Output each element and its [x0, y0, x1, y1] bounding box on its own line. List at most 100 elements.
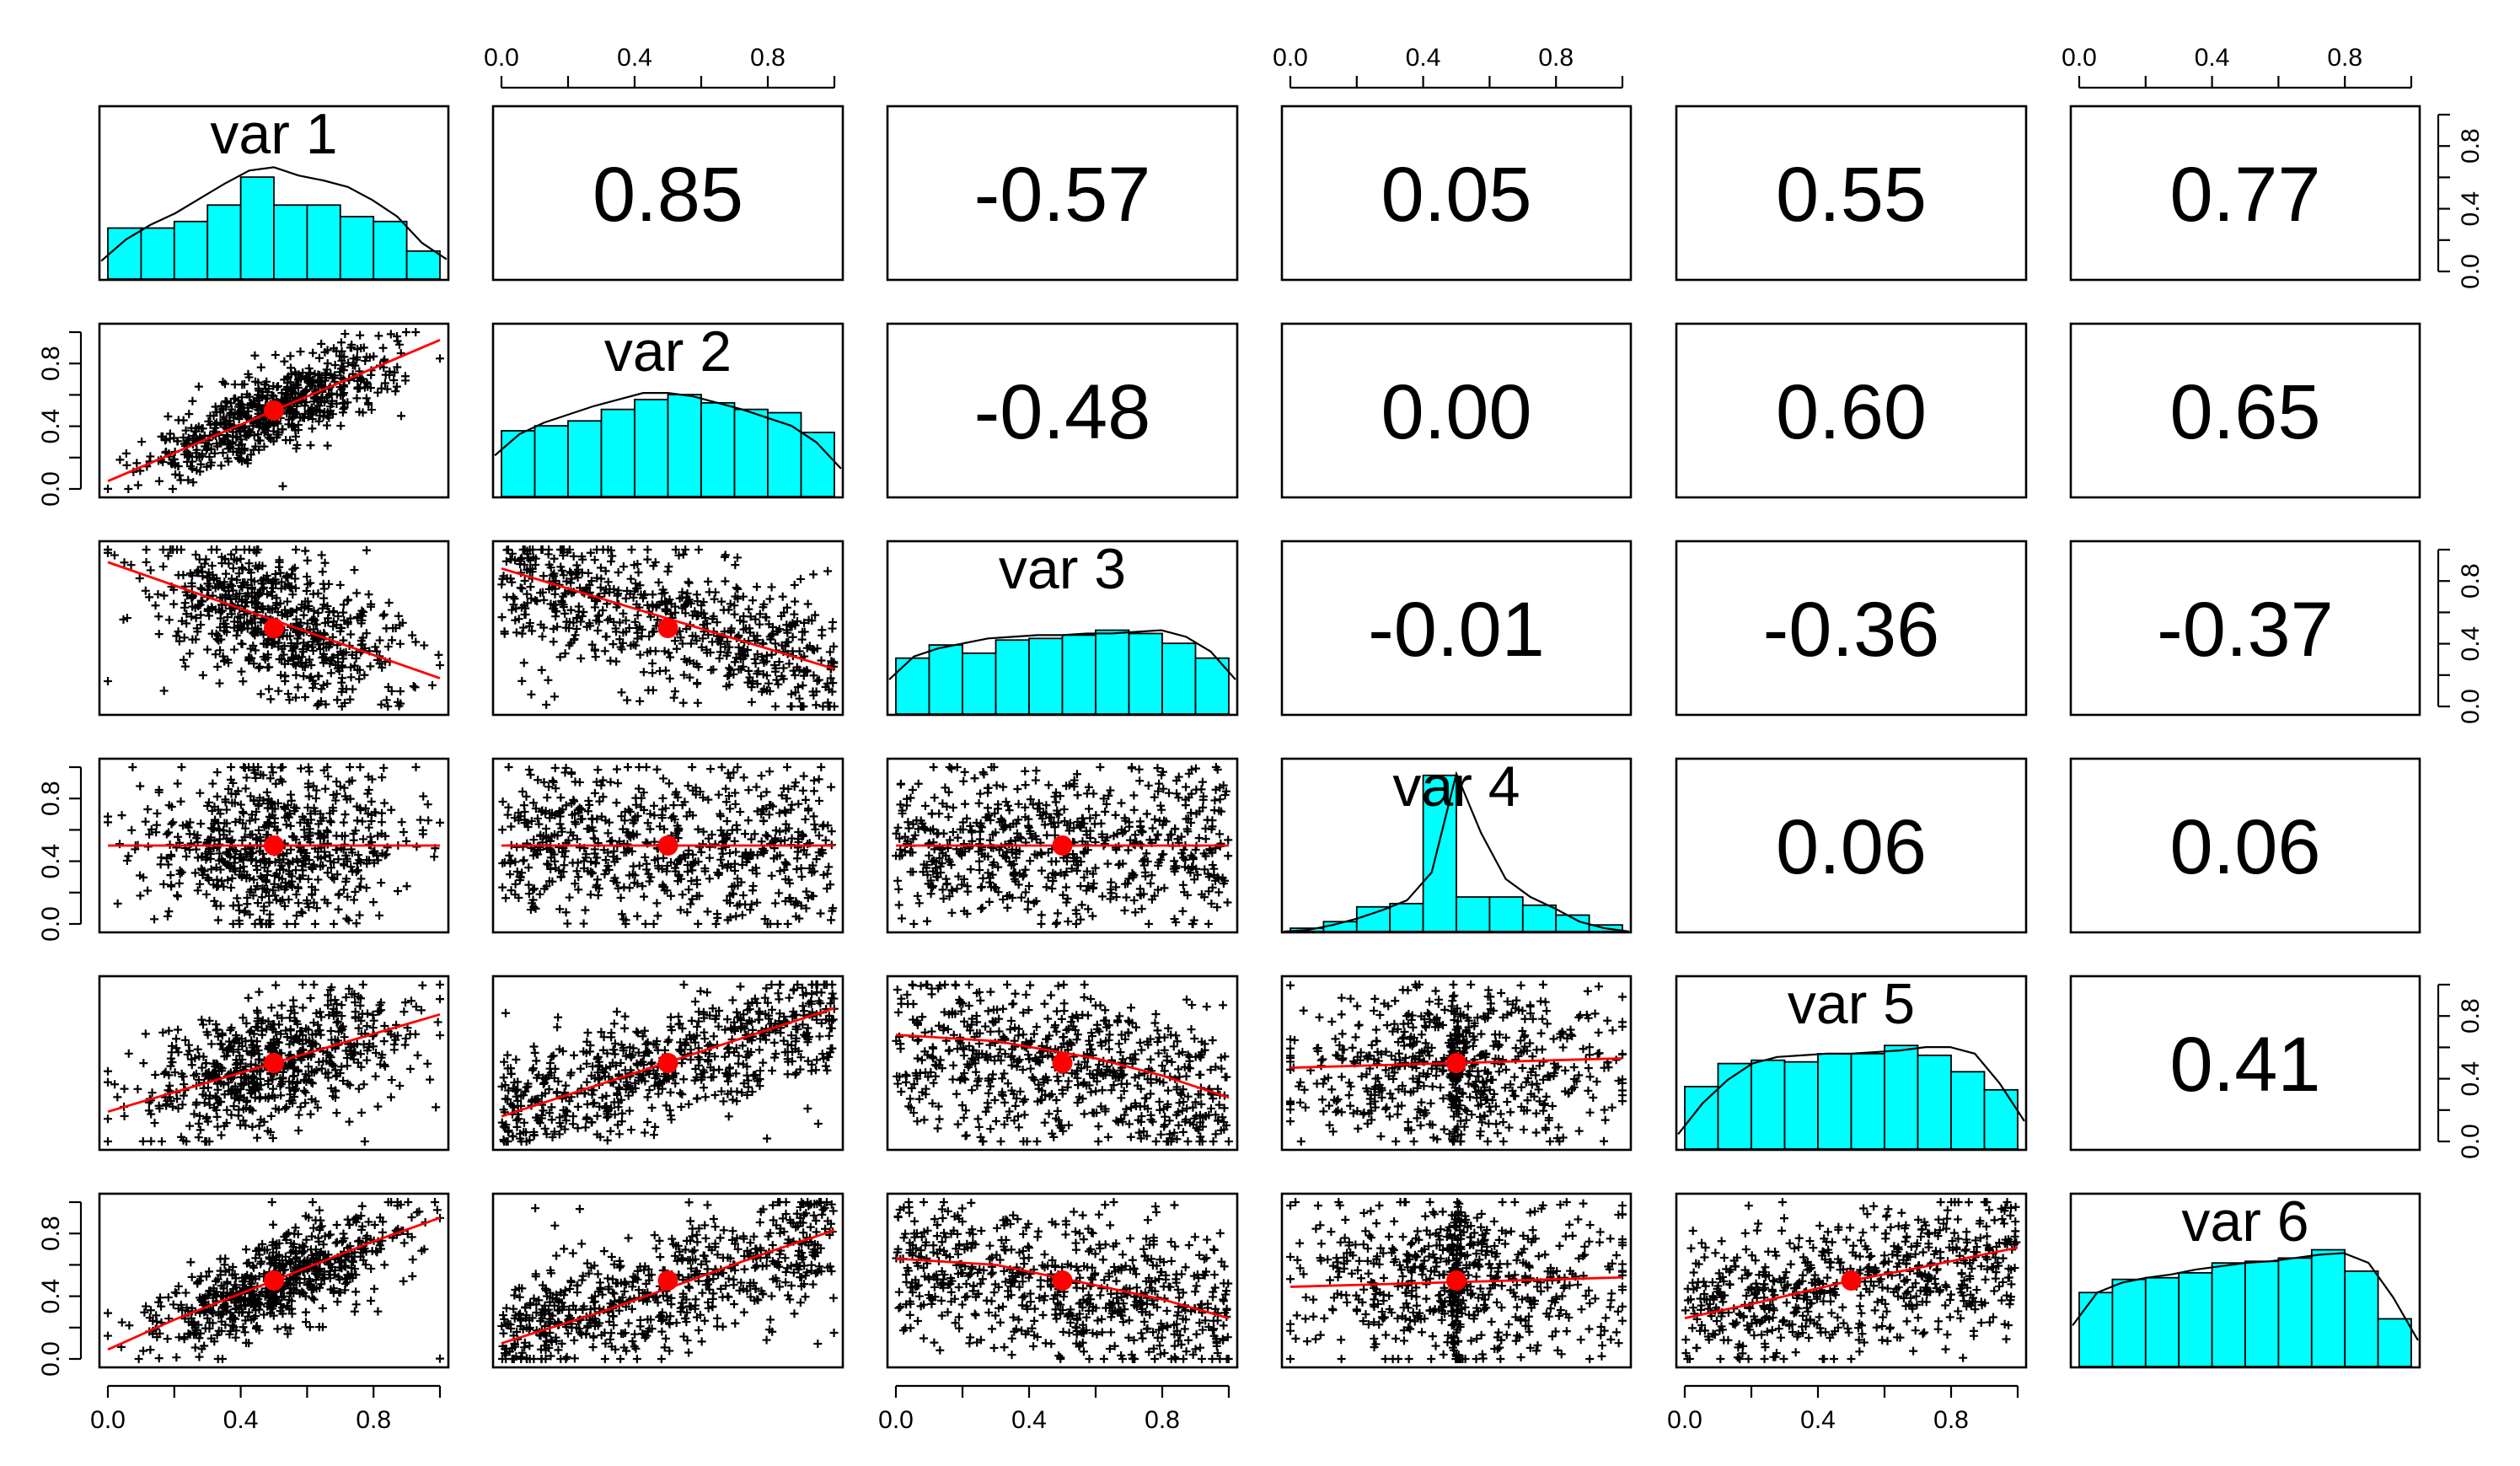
histogram-bar: [1028, 637, 1064, 715]
variable-label: var 1: [210, 102, 337, 166]
histogram-bar: [1488, 896, 1524, 932]
histogram-bar: [1456, 896, 1491, 932]
scatter-point: [240, 578, 249, 588]
scatter-point: [172, 631, 181, 641]
scatter-point: [270, 421, 279, 430]
scatter-point: [287, 570, 297, 579]
scatter-point: [289, 412, 298, 422]
scatter-point: [236, 435, 245, 444]
scatter-point: [314, 672, 324, 681]
scatter-point: [282, 373, 292, 383]
scatter-point: [229, 645, 239, 654]
histogram-bar: [339, 215, 375, 280]
scatter-point: [346, 663, 356, 672]
scatter-point: [320, 407, 330, 416]
scatter-point: [357, 376, 366, 385]
scatter-point: [282, 597, 292, 606]
scatter-point: [185, 449, 194, 459]
scatter-point: [223, 444, 233, 454]
scatter-point: [241, 431, 250, 440]
scatter-point: [232, 432, 241, 442]
scatter-point: [249, 577, 259, 586]
mean-point: [264, 835, 284, 856]
panel-frame: [491, 105, 844, 282]
scatter-point: [271, 604, 280, 613]
scatter-point: [332, 399, 341, 408]
scatter-point: [271, 570, 280, 579]
scatter-point: [398, 618, 407, 627]
scatter-point: [190, 427, 200, 436]
scatter-point: [180, 662, 190, 671]
histogram-bar: [140, 227, 175, 280]
scatter-point: [164, 412, 173, 422]
scatter-point: [221, 620, 230, 629]
scatter-point: [276, 670, 286, 679]
scatter-point: [135, 574, 144, 583]
scatter-point: [263, 663, 272, 672]
scatter-point: [240, 545, 249, 554]
scatter-point: [383, 682, 393, 691]
scatter-point: [340, 330, 350, 339]
scatter-point: [201, 555, 211, 564]
scatter-point: [280, 357, 289, 366]
scatter-point: [252, 545, 261, 554]
histogram-bar: [1061, 634, 1096, 715]
scatter-point: [253, 564, 262, 573]
scatter-point: [159, 686, 169, 695]
scatter-point: [244, 392, 254, 401]
scatter-point: [137, 438, 147, 447]
scatter-point: [315, 644, 324, 653]
scatter-point: [287, 422, 297, 431]
histogram-bar: [1095, 629, 1130, 715]
scatter-point: [381, 370, 390, 379]
scatter-point: [362, 629, 371, 638]
scatter-point: [396, 687, 405, 696]
scatter-point: [258, 388, 267, 397]
scatter-point: [384, 598, 394, 607]
scatter-point: [205, 582, 214, 591]
scatter-point: [211, 650, 220, 659]
scatter-point: [234, 415, 244, 424]
histogram-bar: [962, 652, 997, 715]
scatter-point: [364, 400, 373, 409]
scatter-point: [301, 546, 310, 556]
histogram-bar: [373, 220, 408, 280]
scatter-point: [227, 550, 236, 559]
scatter-point: [420, 641, 429, 650]
scatter-point: [189, 478, 198, 487]
scatter-point: [236, 454, 245, 463]
scatter-point: [200, 559, 209, 568]
scatter-point: [335, 368, 345, 377]
scatter-point: [251, 646, 260, 655]
scatter-point: [317, 550, 326, 560]
scatter-point: [350, 566, 359, 575]
scatter-point: [377, 700, 386, 709]
scatter-point: [215, 438, 224, 448]
histogram-bar: [173, 220, 209, 280]
scatter-point: [250, 623, 260, 632]
scatter-point: [319, 412, 328, 422]
panel-frame: [1675, 105, 2028, 282]
scatter-point: [290, 563, 299, 572]
scatter-point: [291, 574, 300, 583]
scatter-point: [397, 411, 406, 421]
histogram-bar: [107, 227, 142, 280]
scatter-point: [308, 407, 318, 416]
panel-r1-c6: 0.77: [2069, 105, 2421, 282]
scatter-point: [296, 347, 305, 357]
scatter-point: [337, 356, 346, 365]
scatter-point: [266, 695, 276, 704]
histogram-bar: [1389, 902, 1424, 932]
scatter-point: [378, 663, 387, 672]
correlation-value: 0.65: [2169, 369, 2320, 455]
scatter-point: [382, 695, 391, 705]
scatter-point: [203, 606, 212, 615]
density-curve: [100, 166, 448, 262]
scatter-point: [303, 373, 313, 383]
scatter-point: [371, 642, 380, 652]
panel-r1-c3: -0.57: [886, 105, 1239, 282]
scatter-point: [316, 397, 325, 406]
correlation-value: -0.37: [2157, 587, 2334, 673]
scatter-point: [386, 330, 395, 339]
scatter-point: [224, 559, 233, 568]
